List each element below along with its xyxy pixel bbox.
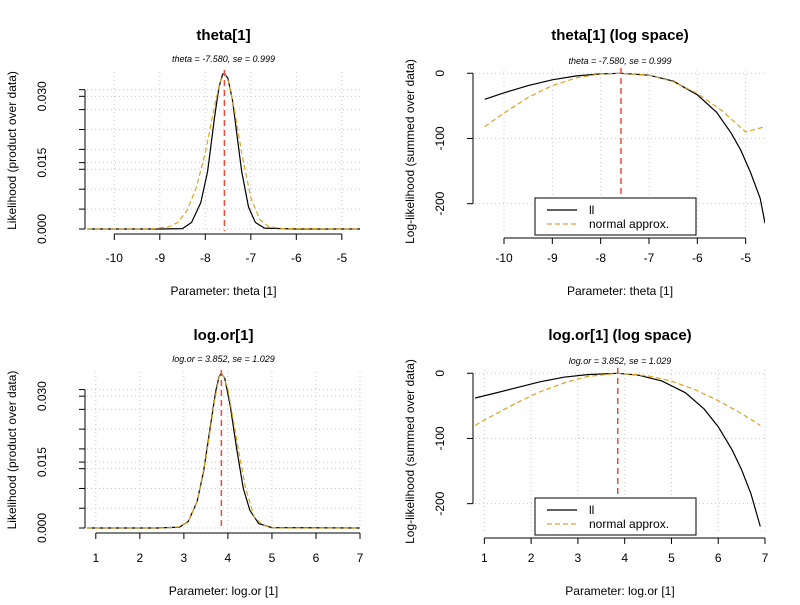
- plot-area: [484, 72, 765, 224]
- x-tick-label: 7: [357, 551, 364, 565]
- y-tick-label: 0: [433, 70, 447, 77]
- y-tick-label: 0.030: [35, 381, 49, 411]
- legend-label-normal: normal approx.: [589, 217, 669, 231]
- series-line-ll: [87, 372, 360, 529]
- panel-subtitle: theta = -7.580, se = 0.999: [568, 56, 671, 66]
- series-line-normal: [87, 372, 360, 529]
- panel-title: theta[1]: [196, 27, 250, 44]
- x-axis-label: Parameter: theta [1]: [567, 284, 673, 298]
- x-tick-label: 3: [575, 551, 582, 565]
- legend-label-normal: normal approx.: [589, 517, 669, 531]
- series-line-normal: [484, 72, 765, 133]
- legend-label-ll: ll: [589, 503, 594, 517]
- x-tick-label: 5: [269, 551, 276, 565]
- legend-box: [534, 497, 697, 536]
- x-tick-label: -8: [200, 251, 211, 265]
- x-tick-label: -9: [154, 251, 165, 265]
- x-tick-label: -5: [740, 251, 751, 265]
- series-line-normal: [87, 71, 360, 230]
- y-axis-label: Log-likelihood (summed over data): [403, 359, 417, 544]
- x-tick-label: -10: [495, 251, 513, 265]
- x-tick-label: 3: [181, 551, 188, 565]
- panel-theta-lik: theta[1] theta = -7.580, se = 0.999 -10 -9 -…: [5, 27, 360, 298]
- y-axis-label: Likelihood (product over data): [5, 371, 19, 530]
- panel-logor-lik: log.or[1] log.or = 3.852, se = 1.029 1 2 3 4 5…: [5, 327, 364, 598]
- x-tick-label: 4: [225, 551, 232, 565]
- panel-logor-log: log.or[1] (log space) log.or = 3.852, se …: [403, 327, 769, 598]
- y-tick-label: 0.015: [35, 447, 49, 477]
- x-tick-label: -10: [106, 251, 124, 265]
- y-tick-label: -200: [433, 491, 447, 515]
- y-tick-label: -100: [433, 126, 447, 150]
- y-tick-label: 0.030: [35, 81, 49, 111]
- panel-subtitle: log.or = 3.852, se = 1.029: [569, 356, 672, 366]
- x-axis-label: Parameter: log.or [1]: [565, 584, 674, 598]
- x-tick-label: 2: [136, 551, 143, 565]
- x-tick-label: 6: [313, 551, 320, 565]
- x-tick-label: -9: [547, 251, 558, 265]
- panel-title: log.or[1]: [194, 327, 254, 344]
- x-tick-label: -7: [644, 251, 655, 265]
- y-tick-label: -100: [433, 426, 447, 450]
- x-tick-label: 4: [621, 551, 628, 565]
- x-tick-label: -6: [291, 251, 302, 265]
- panel-title: theta[1] (log space): [551, 27, 689, 44]
- y-axis-label: Log-likelihood (summed over data): [403, 59, 417, 244]
- y-axis-label: Likelihood (product over data): [5, 71, 19, 230]
- x-axis-label: Parameter: theta [1]: [170, 284, 276, 298]
- x-tick-label: 2: [528, 551, 535, 565]
- y-tick-label: 0.000: [35, 513, 49, 543]
- panel-subtitle: log.or = 3.852, se = 1.029: [172, 354, 275, 364]
- x-tick-label: 7: [762, 551, 769, 565]
- x-tick-label: -7: [245, 251, 256, 265]
- series-line-ll: [475, 372, 761, 527]
- x-axis-label: Parameter: log.or [1]: [169, 584, 278, 598]
- plot-area: [87, 372, 360, 529]
- series-line-ll: [484, 72, 765, 224]
- y-tick-label: 0.000: [35, 214, 49, 244]
- panel-subtitle: theta = -7.580, se = 0.999: [172, 54, 275, 64]
- x-tick-label: -5: [336, 251, 347, 265]
- x-tick-label: -6: [692, 251, 703, 265]
- x-tick-label: -8: [595, 251, 606, 265]
- y-tick-label: 0.015: [35, 147, 49, 177]
- y-tick-label: 0: [433, 370, 447, 377]
- legend-label-ll: ll: [589, 203, 594, 217]
- x-tick-label: 1: [92, 551, 99, 565]
- panel-title: log.or[1] (log space): [548, 327, 691, 344]
- x-tick-label: 6: [715, 551, 722, 565]
- x-tick-label: 5: [668, 551, 675, 565]
- panel-theta-log: theta[1] (log space) theta = -7.580, se =…: [403, 27, 765, 298]
- x-tick-label: 1: [481, 551, 488, 565]
- legend-box: [534, 197, 697, 236]
- y-tick-label: -200: [433, 191, 447, 215]
